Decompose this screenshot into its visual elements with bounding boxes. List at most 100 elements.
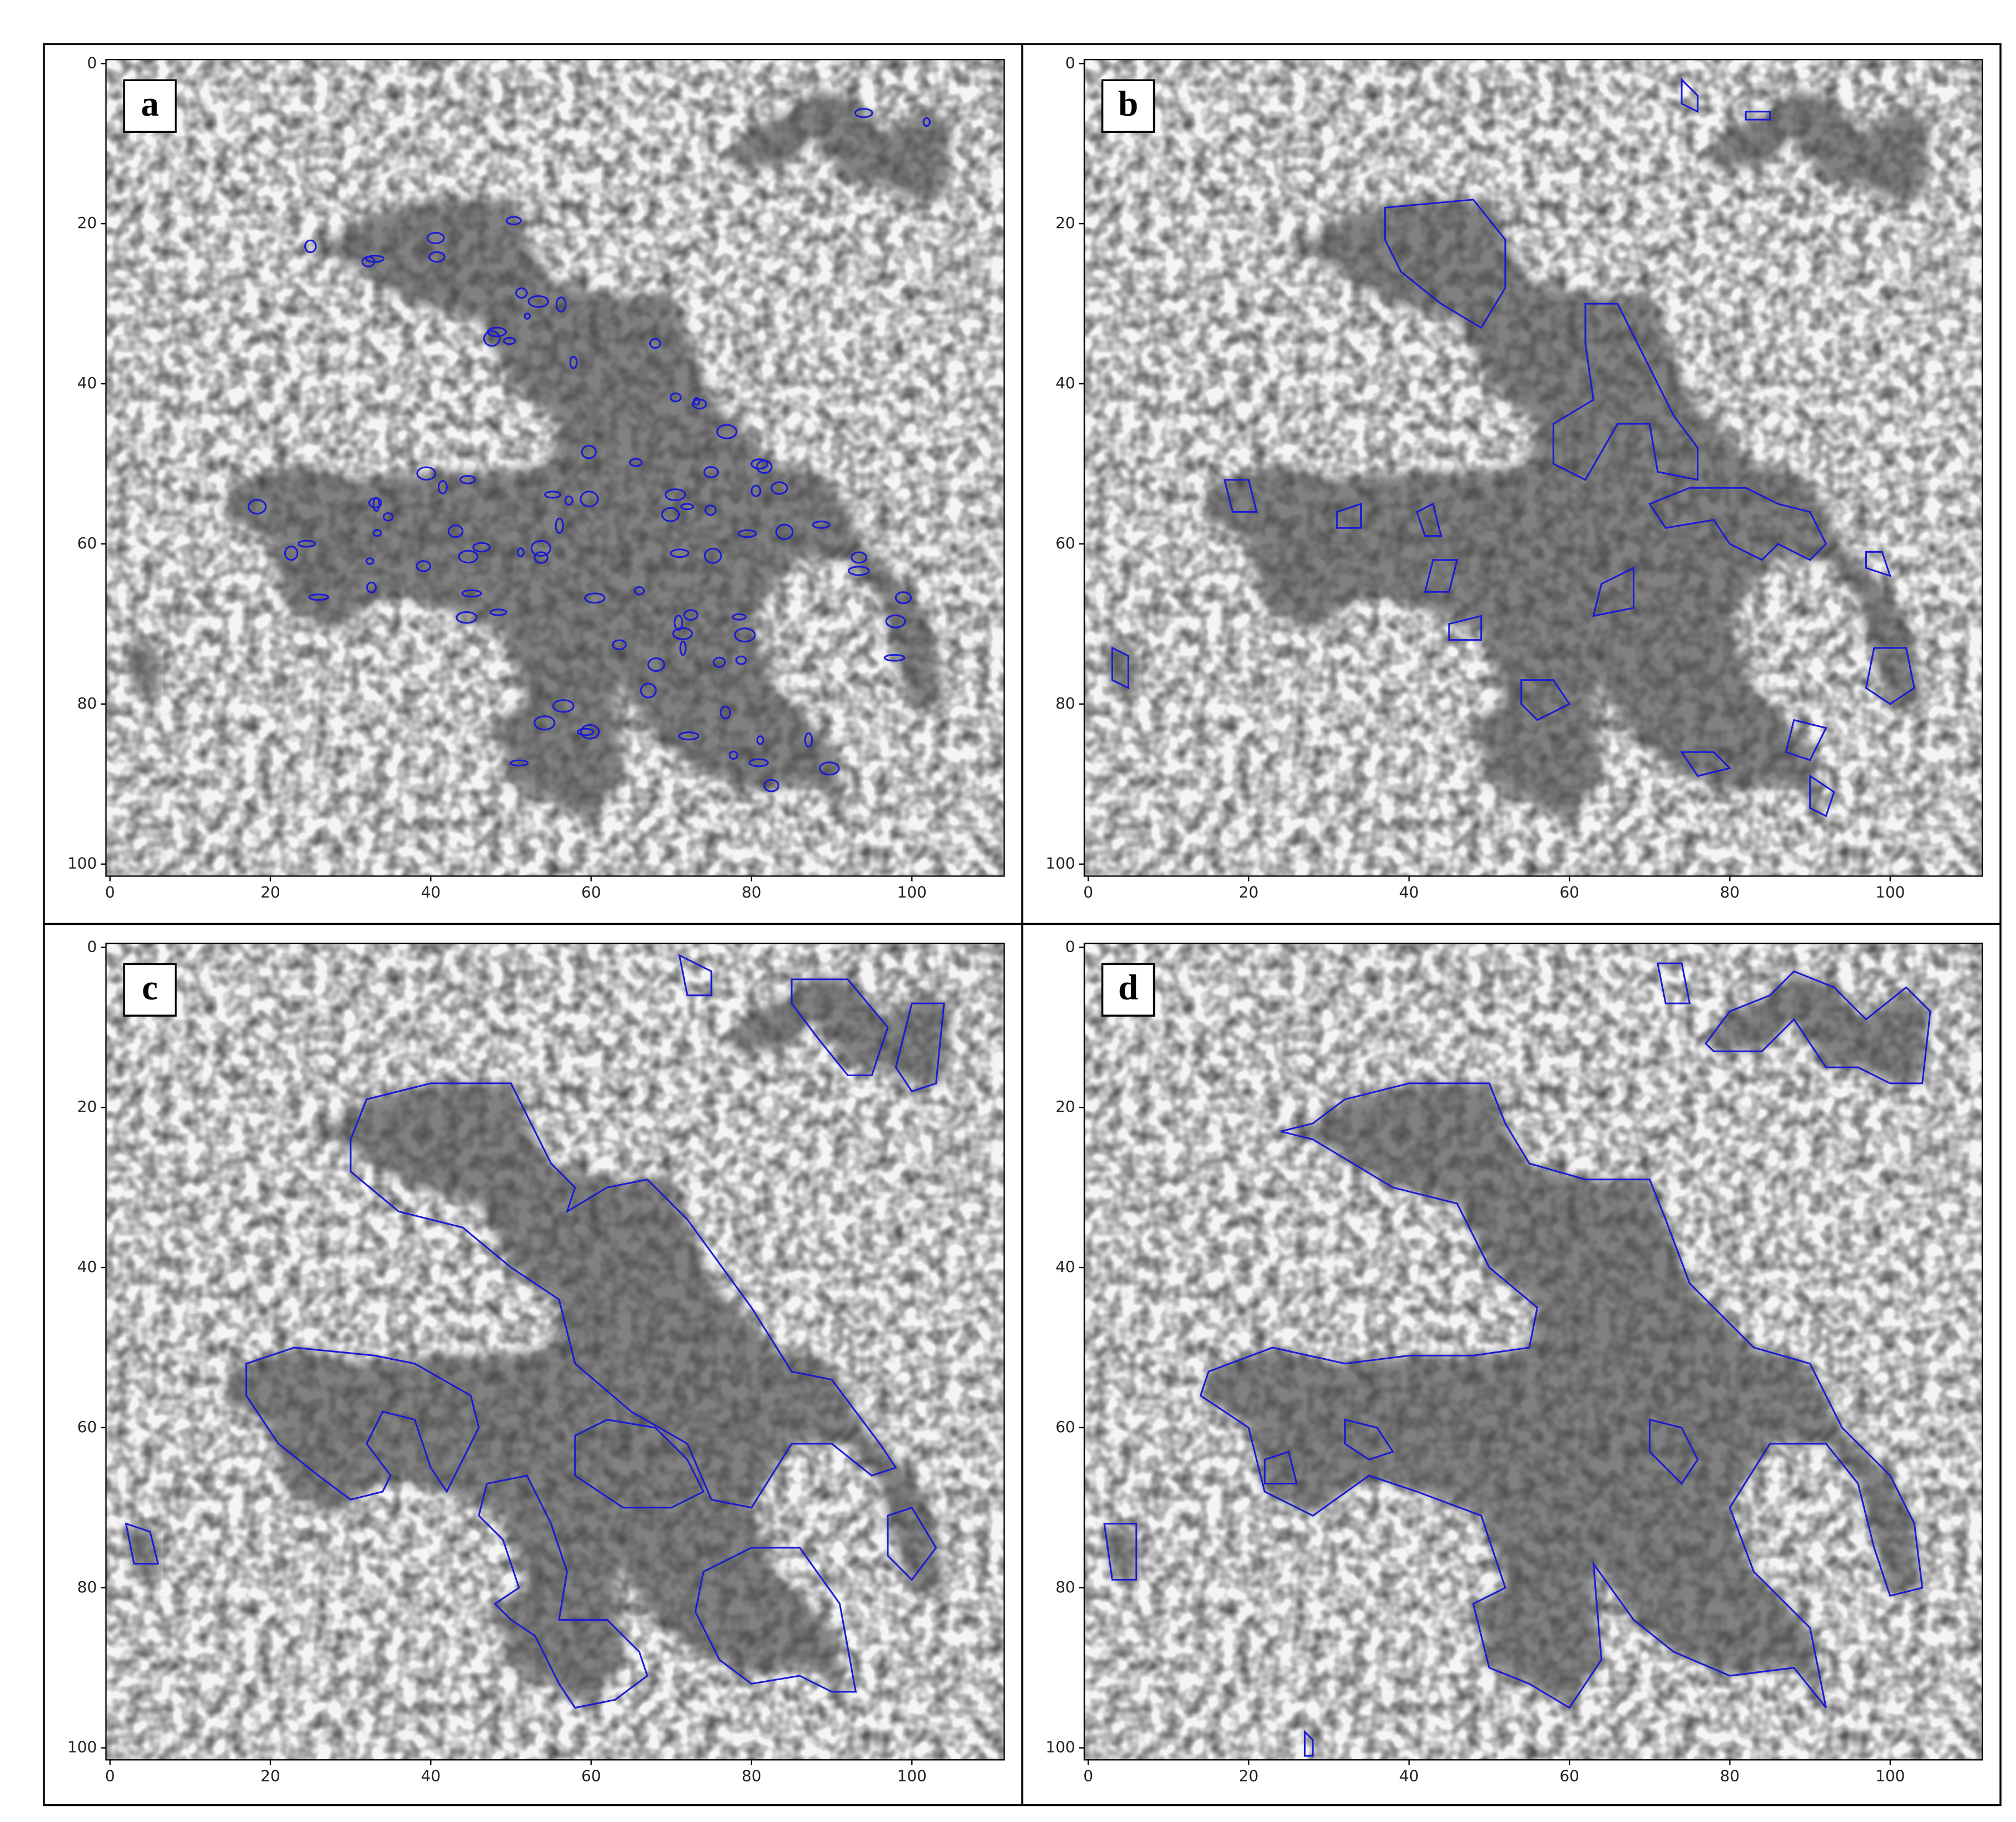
contour xyxy=(361,256,375,268)
axes-frame xyxy=(105,58,1005,877)
y-tick-label: 80 xyxy=(1055,1578,1075,1596)
panel-label: c xyxy=(142,968,158,1008)
panel-label-box xyxy=(123,79,177,133)
contour xyxy=(456,611,478,624)
x-tick-label: 0 xyxy=(1083,883,1093,901)
panel: 0 20 40 60 80 100 0 20 40 60 80 100 b xyxy=(1046,53,1983,901)
x-tick-label: 40 xyxy=(421,1766,441,1785)
y-tick-label: 0 xyxy=(1065,53,1075,72)
contour xyxy=(1681,77,1699,113)
panel: 0 20 40 60 80 100 0 20 40 60 80 100 d xyxy=(1046,937,1983,1785)
contour xyxy=(611,639,627,651)
contour xyxy=(1103,1523,1138,1581)
contour xyxy=(735,655,747,665)
contour xyxy=(555,517,564,534)
panel-label-box xyxy=(123,963,177,1017)
contour xyxy=(670,548,690,558)
y-tick-label: 40 xyxy=(77,374,97,392)
image xyxy=(106,943,1005,1760)
x-tick-label: 20 xyxy=(1239,883,1258,901)
contour xyxy=(763,779,779,793)
contour xyxy=(483,330,501,347)
image xyxy=(1084,943,1983,1760)
contour xyxy=(125,1522,160,1565)
contour xyxy=(895,591,912,605)
contour xyxy=(1656,962,1691,1004)
contour xyxy=(552,699,575,713)
texture xyxy=(106,943,1005,1760)
contour xyxy=(1448,615,1483,641)
contour xyxy=(661,507,680,522)
panel: 0 20 40 60 80 100 0 20 40 60 80 100 c xyxy=(67,937,1005,1785)
contour xyxy=(851,551,868,564)
contour xyxy=(1785,719,1827,761)
contour xyxy=(428,251,446,263)
contour xyxy=(679,640,687,656)
contour xyxy=(1552,303,1699,481)
x-tick-label: 80 xyxy=(742,1766,761,1785)
contour xyxy=(564,495,574,506)
x-tick-label: 80 xyxy=(1720,1766,1740,1785)
contour xyxy=(1865,551,1892,577)
contour xyxy=(883,653,906,662)
contour xyxy=(790,978,889,1077)
panel-label: b xyxy=(1118,84,1138,124)
x-tick-label: 60 xyxy=(581,1766,601,1785)
contour xyxy=(368,497,383,508)
texture xyxy=(1084,60,1983,877)
contour xyxy=(634,586,645,596)
contour xyxy=(704,547,722,564)
x-tick-label: 100 xyxy=(1875,883,1905,901)
contour xyxy=(750,484,762,497)
contour xyxy=(426,231,445,245)
x-tick-label: 40 xyxy=(421,883,441,901)
contour xyxy=(581,444,597,459)
contour xyxy=(728,750,738,760)
y-tick-label: 40 xyxy=(1055,374,1075,392)
x-tick-label: 100 xyxy=(897,883,927,901)
contour xyxy=(848,566,870,576)
contour xyxy=(854,108,873,118)
x-tick-label: 40 xyxy=(1399,883,1419,901)
x-tick-label: 20 xyxy=(260,883,280,901)
contour xyxy=(887,1506,937,1581)
x-tick-label: 100 xyxy=(897,1766,927,1785)
contour xyxy=(1303,1730,1314,1757)
y-tick-label: 60 xyxy=(1055,1418,1075,1436)
y-tick-label: 60 xyxy=(77,1418,97,1436)
contour xyxy=(885,614,906,628)
contour xyxy=(1199,1082,1924,1709)
y-tick-label: 20 xyxy=(1055,1097,1075,1116)
contour xyxy=(1111,646,1129,690)
contour xyxy=(720,705,732,720)
contour xyxy=(555,296,567,313)
panel-label-box xyxy=(1101,963,1155,1017)
contour xyxy=(461,589,482,598)
y-tick-label: 80 xyxy=(1055,694,1075,712)
contour xyxy=(678,953,713,997)
contour xyxy=(756,459,773,474)
y-tick-label: 100 xyxy=(67,854,97,873)
contour xyxy=(447,524,464,538)
contour xyxy=(245,1346,480,1501)
contour xyxy=(506,216,522,226)
panel-label: a xyxy=(141,84,159,124)
contour xyxy=(1336,502,1362,529)
contour xyxy=(804,732,813,748)
y-tick-label: 100 xyxy=(1046,854,1075,873)
contour xyxy=(1416,502,1442,537)
contour xyxy=(693,397,700,406)
contour xyxy=(349,1082,897,1509)
contour xyxy=(629,458,643,467)
x-tick-label: 0 xyxy=(105,1766,115,1785)
contour xyxy=(459,475,476,484)
contour xyxy=(458,549,479,563)
x-tick-label: 40 xyxy=(1399,1766,1419,1785)
contour xyxy=(523,313,531,320)
contour xyxy=(580,491,599,508)
contour xyxy=(737,529,757,538)
contour xyxy=(1745,111,1771,121)
y-tick-label: 60 xyxy=(1055,534,1075,552)
y-tick-label: 20 xyxy=(77,214,97,232)
